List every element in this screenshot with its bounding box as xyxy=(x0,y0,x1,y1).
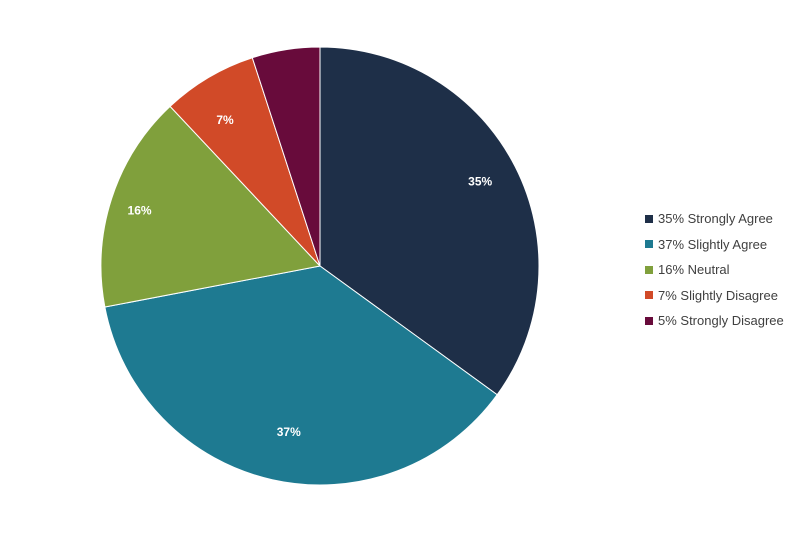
legend-item-strongly-agree: 35% Strongly Agree xyxy=(645,206,795,232)
legend-item-strongly-disagree: 5% Strongly Disagree xyxy=(645,308,795,334)
legend-swatch-neutral xyxy=(645,265,653,274)
data-label-strongly-agree: 35% xyxy=(468,175,492,189)
pie-slice-neutral xyxy=(100,105,321,308)
legend-label-slightly-agree: 37% Slightly Agree xyxy=(658,236,768,252)
legend-label-strongly-agree: 35% Strongly Agree xyxy=(658,211,773,227)
legend-item-neutral: 16% Neutral xyxy=(645,257,795,283)
pie-slices xyxy=(100,46,540,486)
legend-swatch-slightly-agree xyxy=(645,240,653,249)
data-label-slightly-agree: 37% xyxy=(277,425,301,439)
chart-legend: 35% Strongly Agree 37% Slightly Agree 16% … xyxy=(645,206,795,334)
legend-item-slightly-disagree: 7% Slightly Disagree xyxy=(645,283,795,309)
legend-label-neutral: 16% Neutral xyxy=(658,262,730,278)
legend-item-slightly-agree: 37% Slightly Agree xyxy=(645,232,795,258)
pie-slice-strongly-agree xyxy=(319,46,540,396)
pie-slice-slightly-agree xyxy=(104,265,498,486)
legend-swatch-slightly-disagree xyxy=(645,291,653,300)
data-label-slightly-disagree: 7% xyxy=(216,113,234,127)
pie-slice-strongly-disagree xyxy=(251,46,321,267)
legend-label-slightly-disagree: 7% Slightly Disagree xyxy=(658,287,778,303)
legend-label-strongly-disagree: 5% Strongly Disagree xyxy=(658,313,784,329)
legend-swatch-strongly-agree xyxy=(645,214,653,223)
data-label-neutral: 16% xyxy=(128,203,152,217)
legend-swatch-strongly-disagree xyxy=(645,316,653,325)
pie-data-labels: 35% 37% 16% 7% xyxy=(128,113,493,439)
